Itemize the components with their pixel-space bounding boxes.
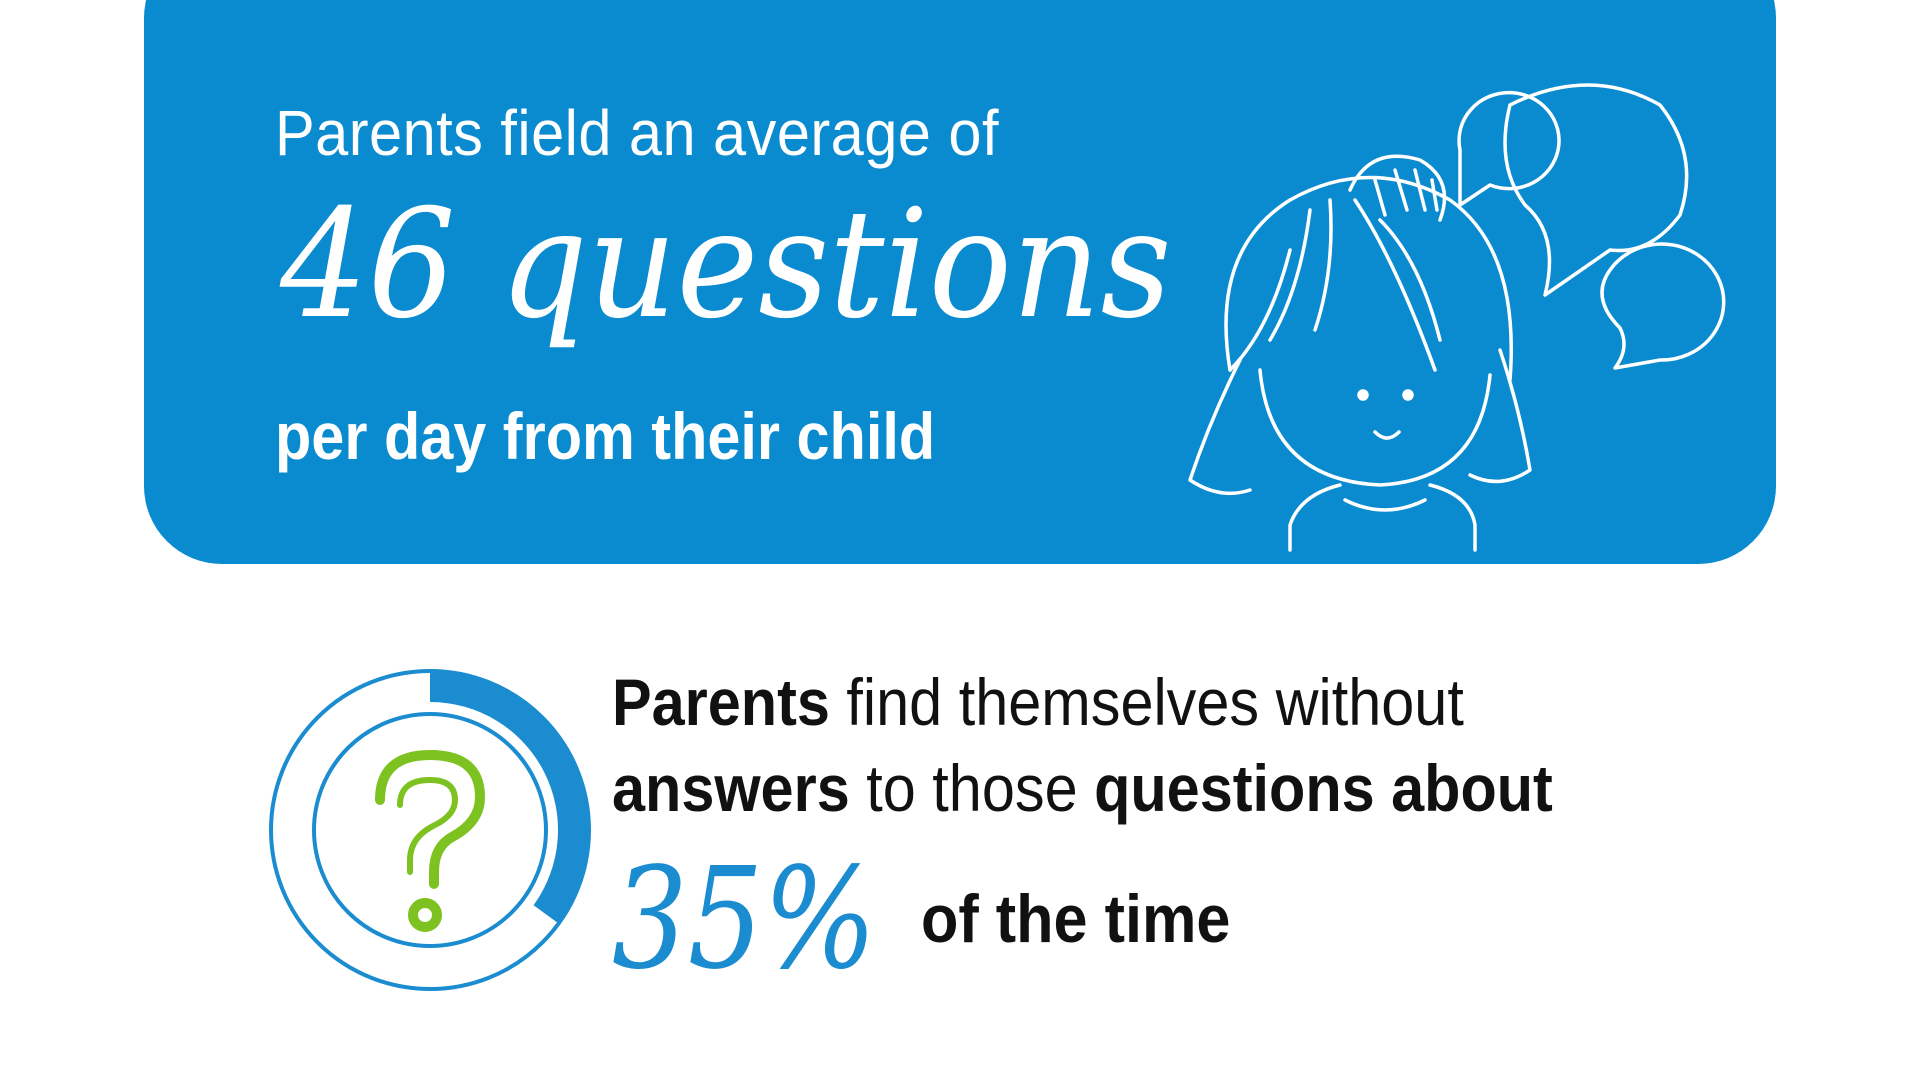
- line1-rest: find themselves without: [829, 665, 1464, 739]
- headline-stat: 46 questions: [280, 178, 1172, 352]
- statement-line-2: answers to those questions about: [612, 750, 1553, 826]
- percentage-donut: [269, 669, 591, 991]
- intro-text: Parents field an average of: [275, 97, 999, 169]
- girl-with-speech-bubbles-icon: [1188, 83, 1726, 552]
- bold-questions-about: questions about: [1094, 751, 1553, 825]
- donut-inner-ring: [312, 712, 548, 948]
- bold-answers: answers: [612, 751, 850, 825]
- subtext: per day from their child: [275, 399, 936, 473]
- question-mark-icon: [375, 749, 486, 932]
- bold-parents: Parents: [612, 665, 830, 739]
- of-the-time: of the time: [921, 881, 1231, 957]
- percent-stat: 35%: [612, 838, 877, 1001]
- donut-arc-35-percent: [430, 671, 589, 924]
- line2-mid: to those: [849, 751, 1095, 825]
- statement-line-1: Parents find themselves without: [612, 664, 1464, 740]
